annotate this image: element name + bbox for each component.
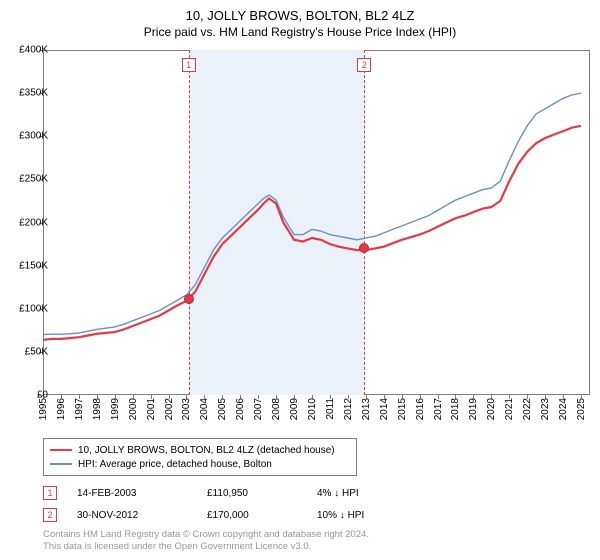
title-area: 10, JOLLY BROWS, BOLTON, BL2 4LZ Price p…: [0, 0, 600, 39]
legend-swatch-hpi: [50, 463, 72, 464]
copyright: Contains HM Land Registry data © Crown c…: [43, 529, 369, 553]
copyright-line-1: Contains HM Land Registry data © Crown c…: [43, 529, 369, 541]
legend-label-property: 10, JOLLY BROWS, BOLTON, BL2 4LZ (detach…: [78, 445, 335, 456]
legend-swatch-property: [50, 449, 72, 451]
sale-marker-2: 2: [43, 508, 57, 522]
legend-item-hpi: HPI: Average price, detached house, Bolt…: [50, 457, 350, 471]
legend-label-hpi: HPI: Average price, detached house, Bolt…: [78, 459, 272, 470]
sale-marker-1: 1: [43, 486, 57, 500]
title-address: 10, JOLLY BROWS, BOLTON, BL2 4LZ: [0, 8, 600, 23]
line-plot: [43, 50, 590, 395]
legend: 10, JOLLY BROWS, BOLTON, BL2 4LZ (detach…: [43, 438, 357, 476]
sale-delta-1: 4% ↓ HPI: [317, 488, 359, 499]
legend-item-property: 10, JOLLY BROWS, BOLTON, BL2 4LZ (detach…: [50, 443, 350, 457]
chart-area: 12: [43, 50, 590, 395]
copyright-line-2: This data is licensed under the Open Gov…: [43, 541, 369, 553]
sale-delta-2: 10% ↓ HPI: [317, 510, 364, 521]
sale-info-row-1: 1 14-FEB-2003 £110,950 4% ↓ HPI: [43, 486, 359, 500]
sale-date-2: 30-NOV-2012: [77, 510, 207, 521]
sale-price-1: £110,950: [207, 488, 317, 499]
chart-container: 10, JOLLY BROWS, BOLTON, BL2 4LZ Price p…: [0, 0, 600, 560]
title-subtitle: Price paid vs. HM Land Registry's House …: [0, 25, 600, 39]
sale-date-1: 14-FEB-2003: [77, 488, 207, 499]
sale-info-row-2: 2 30-NOV-2012 £170,000 10% ↓ HPI: [43, 508, 364, 522]
sale-price-2: £170,000: [207, 510, 317, 521]
